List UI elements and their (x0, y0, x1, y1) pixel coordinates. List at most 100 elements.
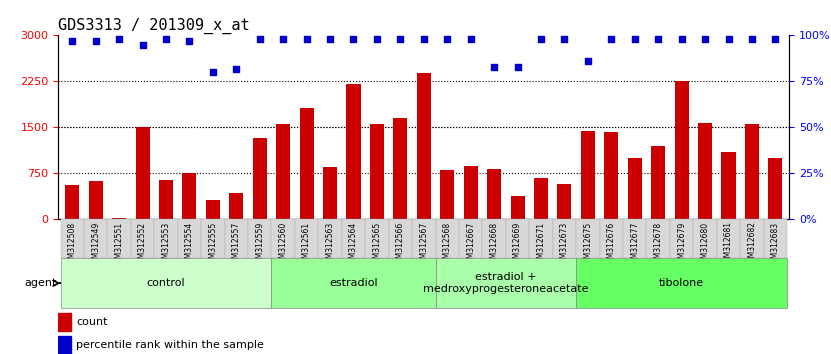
FancyBboxPatch shape (647, 219, 670, 258)
Point (160, 36, 173, 42)
Point (394, 36, 407, 42)
Bar (604, 132, 618, 219)
Bar (510, 196, 524, 219)
Point (652, 36, 665, 42)
Point (323, 36, 337, 42)
Bar (581, 131, 595, 219)
Text: GSM312671: GSM312671 (537, 222, 545, 268)
Point (112, 36, 125, 42)
Text: GSM312549: GSM312549 (91, 222, 101, 268)
Point (558, 36, 571, 42)
Text: GSM312555: GSM312555 (209, 222, 218, 268)
Text: GSM312680: GSM312680 (701, 222, 710, 268)
Bar (769, 158, 783, 219)
Text: GSM312669: GSM312669 (513, 222, 522, 268)
FancyBboxPatch shape (272, 258, 435, 308)
FancyBboxPatch shape (61, 219, 84, 258)
Text: GSM312679: GSM312679 (677, 222, 686, 268)
Text: agent: agent (24, 278, 57, 288)
Bar (253, 138, 267, 219)
Bar (627, 158, 642, 219)
Bar (112, 218, 126, 219)
Bar (745, 124, 759, 219)
FancyBboxPatch shape (553, 219, 576, 258)
FancyBboxPatch shape (61, 258, 272, 308)
FancyBboxPatch shape (224, 219, 248, 258)
Text: GSM312565: GSM312565 (372, 222, 381, 268)
FancyBboxPatch shape (155, 219, 178, 258)
FancyBboxPatch shape (248, 219, 272, 258)
Text: GSM312557: GSM312557 (232, 222, 241, 268)
FancyBboxPatch shape (178, 219, 201, 258)
Point (183, 38, 196, 44)
FancyBboxPatch shape (529, 219, 553, 258)
Bar (464, 166, 478, 219)
FancyBboxPatch shape (576, 258, 787, 308)
Text: GSM312563: GSM312563 (326, 222, 335, 268)
Bar (159, 180, 173, 219)
Bar (276, 124, 290, 219)
FancyBboxPatch shape (670, 219, 693, 258)
Point (253, 36, 267, 42)
Point (605, 36, 618, 42)
Bar (206, 200, 220, 219)
FancyBboxPatch shape (272, 219, 295, 258)
Point (675, 36, 688, 42)
Bar (558, 184, 572, 219)
Point (534, 36, 548, 42)
Text: GSM312681: GSM312681 (724, 222, 733, 267)
Text: GSM312568: GSM312568 (443, 222, 452, 268)
Bar (487, 169, 501, 219)
Text: control: control (147, 278, 185, 288)
Point (511, 64, 524, 69)
FancyBboxPatch shape (693, 219, 717, 258)
FancyBboxPatch shape (623, 219, 647, 258)
Bar (65, 185, 79, 219)
Text: GSM312552: GSM312552 (138, 222, 147, 268)
FancyBboxPatch shape (506, 219, 529, 258)
Text: GSM312667: GSM312667 (466, 222, 475, 268)
FancyBboxPatch shape (318, 219, 342, 258)
Text: GSM312675: GSM312675 (583, 222, 593, 268)
FancyBboxPatch shape (107, 219, 130, 258)
FancyBboxPatch shape (412, 219, 435, 258)
Text: GSM312564: GSM312564 (349, 222, 358, 268)
Point (745, 36, 759, 42)
Text: GSM312566: GSM312566 (396, 222, 405, 268)
Bar (89, 182, 103, 219)
FancyBboxPatch shape (740, 219, 764, 258)
Text: GSM312508: GSM312508 (68, 222, 76, 268)
Bar (58, 336, 71, 354)
Text: GSM312561: GSM312561 (302, 222, 311, 268)
Text: GSM312668: GSM312668 (489, 222, 499, 268)
Text: tibolone: tibolone (659, 278, 704, 288)
Text: GSM312677: GSM312677 (630, 222, 639, 268)
FancyBboxPatch shape (201, 219, 224, 258)
Text: GSM312559: GSM312559 (255, 222, 264, 268)
Text: GSM312682: GSM312682 (747, 222, 756, 267)
Point (769, 36, 782, 42)
Point (206, 69, 219, 75)
Bar (652, 146, 666, 219)
Point (722, 36, 735, 42)
Point (371, 36, 384, 42)
Point (417, 36, 430, 42)
Text: GSM312567: GSM312567 (420, 222, 428, 268)
Bar (182, 173, 196, 219)
Text: GSM312678: GSM312678 (654, 222, 662, 268)
FancyBboxPatch shape (576, 219, 600, 258)
FancyBboxPatch shape (483, 219, 506, 258)
Bar (534, 178, 548, 219)
Point (488, 64, 501, 69)
FancyBboxPatch shape (130, 219, 155, 258)
Bar (393, 118, 407, 219)
Point (464, 36, 477, 42)
FancyBboxPatch shape (435, 219, 459, 258)
Text: GDS3313 / 201309_x_at: GDS3313 / 201309_x_at (58, 18, 250, 34)
Bar (675, 81, 689, 219)
Bar (135, 127, 150, 219)
Text: count: count (76, 317, 108, 327)
FancyBboxPatch shape (435, 258, 576, 308)
FancyBboxPatch shape (764, 219, 787, 258)
Text: GSM312551: GSM312551 (115, 222, 124, 268)
